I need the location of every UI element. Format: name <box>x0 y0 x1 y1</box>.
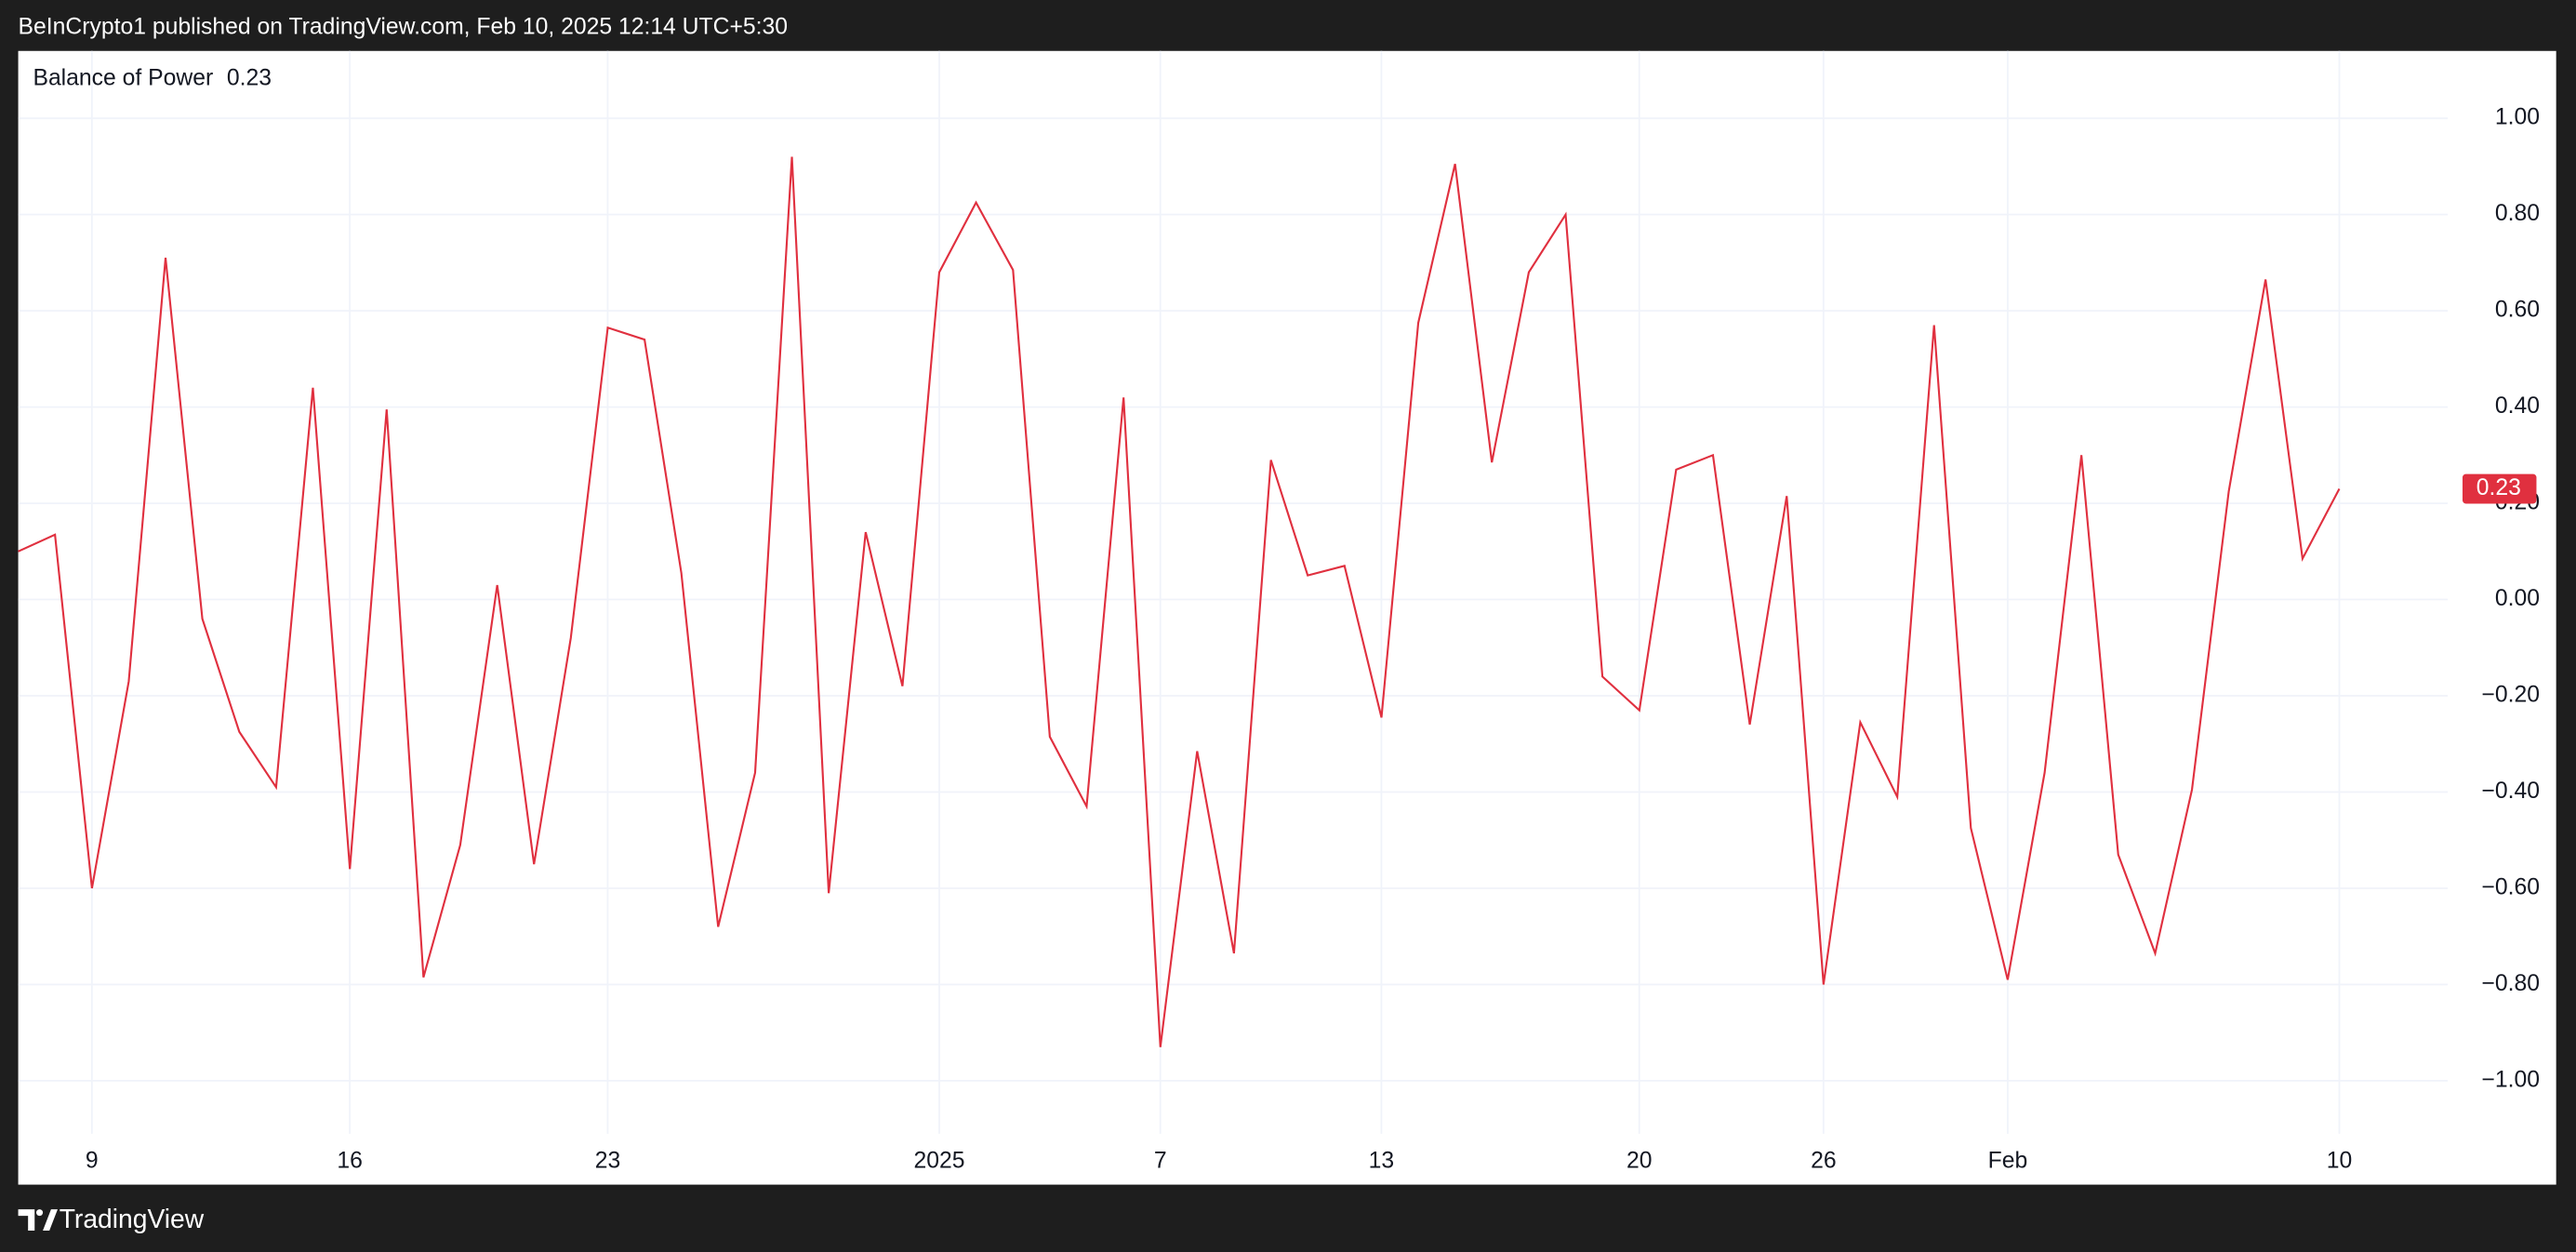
y-tick-label: −0.40 <box>2481 779 2540 804</box>
y-tick-label: −0.20 <box>2481 683 2540 708</box>
y-tick-label: 1.00 <box>2495 105 2540 130</box>
data-line <box>18 156 2341 1047</box>
x-tick-label: 16 <box>337 1148 362 1173</box>
header: BeInCrypto1 published on TradingView.com… <box>19 15 788 40</box>
y-tick-label: −1.00 <box>2481 1067 2540 1092</box>
y-tick-label: 0.80 <box>2495 201 2540 226</box>
x-tick-label: Feb <box>1988 1148 2028 1173</box>
plot: −1.00−0.80−0.60−0.40−0.200.000.200.400.6… <box>18 50 2540 1173</box>
legend-label: Balance of Power <box>33 65 213 90</box>
x-tick-label: 26 <box>1811 1148 1837 1173</box>
x-tick-label: 13 <box>1369 1148 1395 1173</box>
logo <box>18 1209 58 1232</box>
price-tag <box>2462 473 2537 504</box>
x-tick-label: 7 <box>1154 1148 1167 1173</box>
x-tick-label: 20 <box>1627 1148 1653 1173</box>
footer: TradingView <box>60 1204 205 1233</box>
chart-area <box>18 50 2556 1185</box>
x-tick-label: 23 <box>595 1148 621 1173</box>
y-tick-label: 0.40 <box>2495 393 2540 419</box>
x-tick-label: 2025 <box>914 1148 965 1173</box>
x-tick-label: 9 <box>86 1148 99 1173</box>
legend-value: 0.23 <box>227 65 272 90</box>
y-tick-label: −0.60 <box>2481 874 2540 899</box>
x-tick-label: 10 <box>2327 1148 2353 1173</box>
y-tick-label: −0.80 <box>2481 971 2540 996</box>
price-tag-label: 0.23 <box>2476 475 2521 500</box>
y-tick-label: 0.00 <box>2495 586 2540 611</box>
y-tick-label: 0.60 <box>2495 298 2540 323</box>
